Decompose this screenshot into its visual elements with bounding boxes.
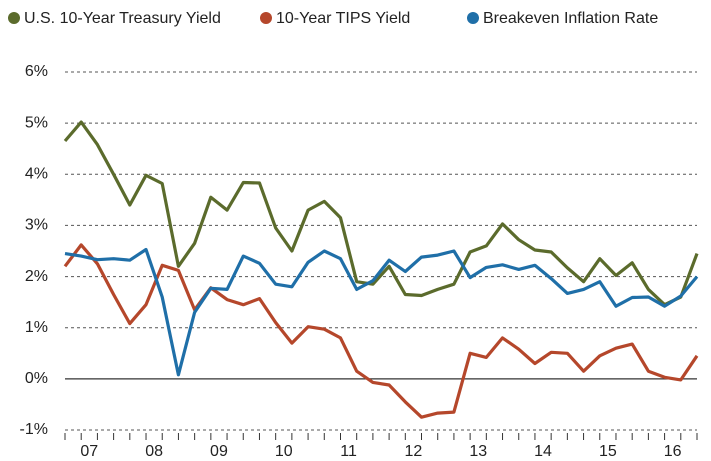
y-tick-label: 1% [25, 319, 48, 336]
x-tick-label: 09 [210, 443, 228, 460]
x-tick-label: 07 [80, 443, 98, 460]
x-tick-label: 11 [340, 443, 357, 460]
x-tick-label: 08 [145, 443, 163, 460]
x-tick-label: 12 [405, 443, 423, 460]
series-line [63, 243, 699, 419]
legend-label: U.S. 10-Year Treasury Yield [24, 10, 221, 27]
x-tick-label: 15 [599, 443, 617, 460]
series-line [63, 120, 699, 307]
legend-marker [8, 12, 20, 24]
y-tick-label: 6% [25, 63, 48, 80]
x-tick-label: 14 [534, 443, 552, 460]
y-tick-label: 0% [25, 370, 48, 387]
y-tick-label: 5% [25, 114, 48, 131]
legend-marker [260, 12, 272, 24]
y-tick-label: 2% [25, 268, 48, 285]
y-tick-label: 3% [25, 217, 48, 234]
y-tick-label: -1% [20, 421, 48, 438]
legend-marker [467, 12, 479, 24]
series-line [64, 247, 699, 377]
y-tick-label: 4% [25, 166, 48, 183]
legend-label: 10-Year TIPS Yield [276, 10, 410, 27]
x-tick-label: 13 [469, 443, 487, 460]
legend-label: Breakeven Inflation Rate [483, 10, 658, 27]
x-tick-label: 16 [664, 443, 682, 460]
x-tick-label: 10 [275, 443, 293, 460]
